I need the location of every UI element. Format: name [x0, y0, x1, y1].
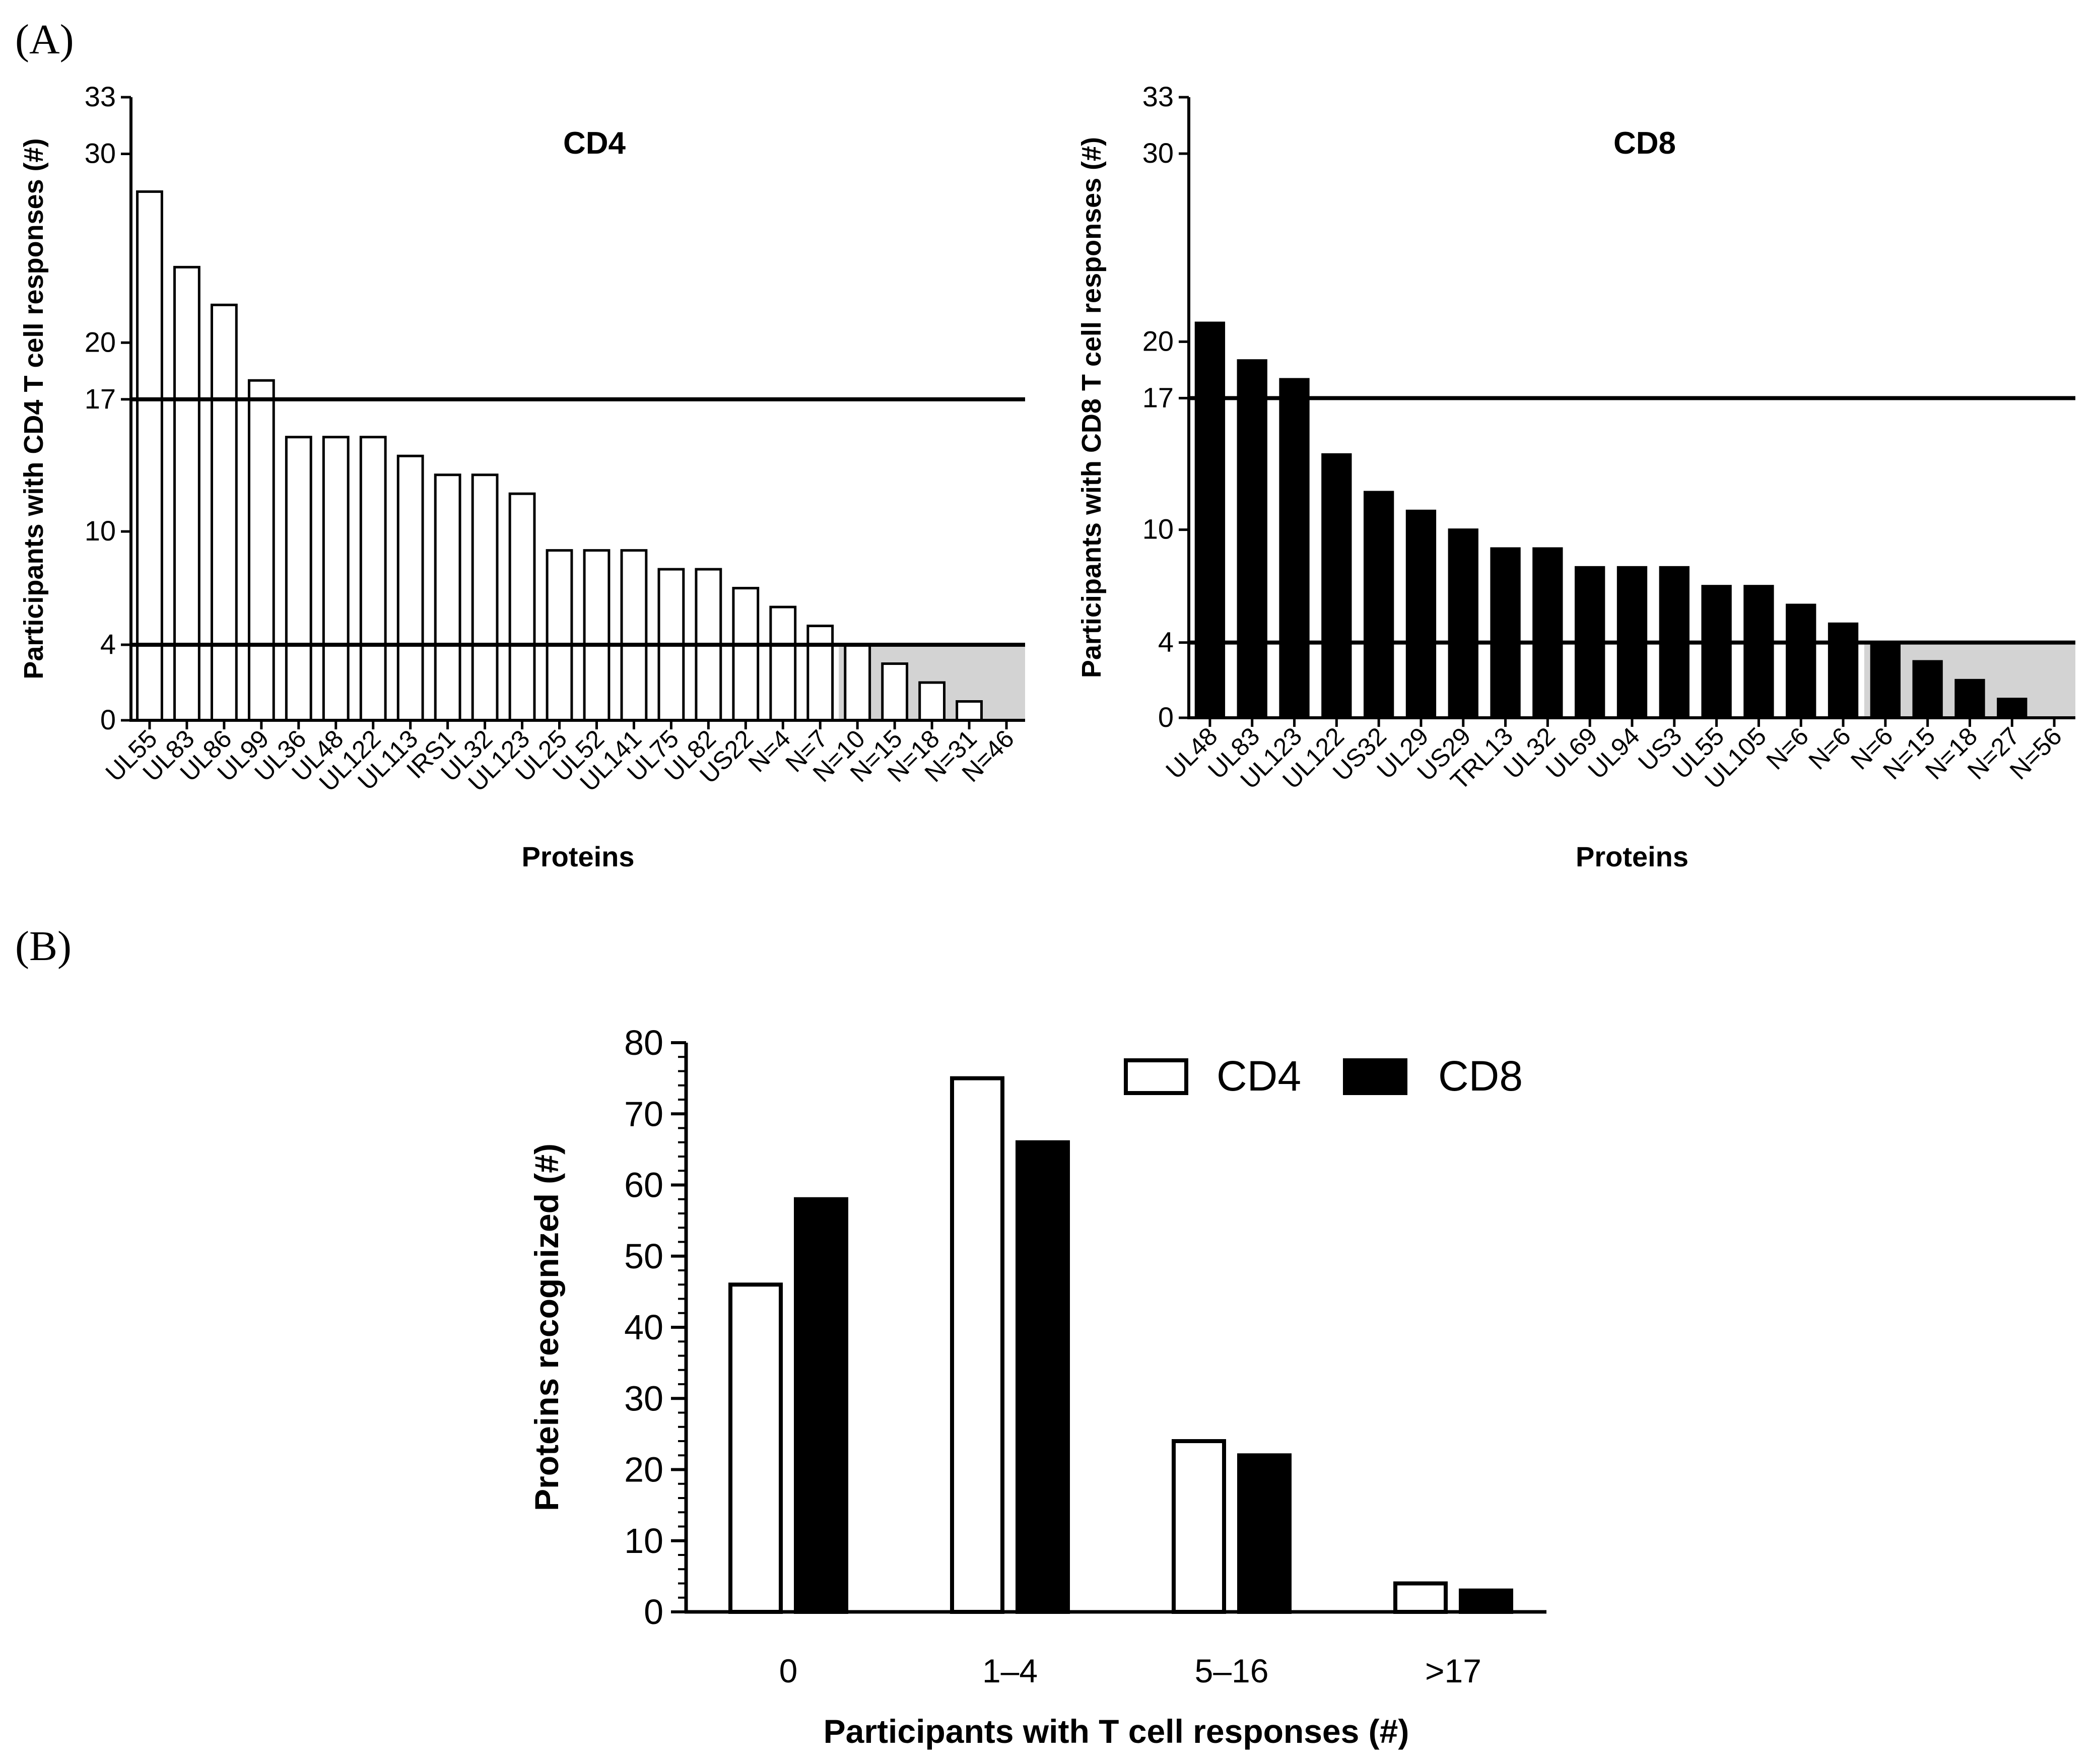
bar-US29: [1448, 528, 1478, 719]
panel-a-label: (A): [15, 16, 74, 63]
bar-CD4-1: [950, 1076, 1004, 1614]
bar-UL48: [322, 436, 350, 722]
panel-b-label: (B): [15, 923, 72, 970]
bar-UL52: [583, 549, 611, 722]
x-tick-label: 5–16: [1195, 1652, 1269, 1689]
y-tick-label: 33: [85, 81, 116, 112]
y-tick-label: 10: [85, 515, 116, 547]
bar-N=10: [844, 643, 871, 722]
bar-UL29: [1405, 509, 1437, 719]
bar-N=4: [769, 605, 797, 722]
y-axis-label: Participants with CD8 T cell responses (…: [1076, 137, 1107, 678]
bar-CD8-0: [794, 1197, 848, 1614]
bar-UL99: [247, 379, 275, 722]
y-tick-label: 0: [644, 1592, 663, 1632]
y-tick-label: 50: [624, 1237, 663, 1276]
bar-CD8-2: [1237, 1453, 1292, 1614]
bar-CD8-1: [1016, 1140, 1070, 1614]
y-tick-label: 33: [1142, 81, 1174, 112]
bar-UL48: [1194, 321, 1226, 719]
chart-title: CD4: [563, 126, 626, 161]
bar-UL123: [1279, 378, 1310, 719]
bar-US22: [732, 587, 760, 722]
y-tick-label: 20: [624, 1450, 663, 1489]
chart-title: CD8: [1613, 126, 1676, 161]
y-tick-label: 20: [1142, 325, 1174, 357]
bar-UL25: [546, 549, 573, 722]
x-axis-label: Proteins: [1576, 841, 1688, 872]
y-tick-label: 40: [624, 1308, 663, 1347]
bar-UL141: [620, 549, 648, 722]
bar-TRL13: [1490, 547, 1521, 719]
bar-UL123: [508, 492, 536, 722]
y-tick-label: 30: [624, 1379, 663, 1418]
y-tick-label: 80: [624, 1023, 663, 1062]
bar-CD4-2: [1172, 1439, 1226, 1614]
bar-CD4-0: [728, 1282, 783, 1614]
y-tick-label: 70: [624, 1094, 663, 1133]
x-axis-label: Proteins: [521, 841, 634, 872]
y-tick-label: 4: [100, 628, 116, 660]
legend-label-cd8: CD8: [1438, 1052, 1523, 1100]
y-tick-label: 17: [85, 383, 116, 415]
x-axis-label: Participants with T cell responses (#): [824, 1713, 1409, 1750]
bar-UL55: [136, 190, 163, 722]
y-tick-label: 20: [85, 326, 116, 358]
y-tick-label: 0: [100, 704, 116, 735]
x-tick-label: 0: [779, 1652, 798, 1689]
bar-UL113: [396, 454, 424, 722]
y-tick-label: 0: [1158, 701, 1174, 733]
y-axis-label: Proteins recognized (#): [528, 1143, 565, 1511]
y-tick-label: 30: [1142, 137, 1174, 169]
bar-IRS1: [434, 473, 461, 722]
y-tick-label: 17: [1142, 381, 1174, 413]
bar-CD8-3: [1459, 1588, 1513, 1614]
bar-US32: [1363, 491, 1394, 719]
x-tick-label: 1–4: [982, 1652, 1038, 1689]
bar-UL83: [1237, 359, 1267, 719]
y-tick-label: 60: [624, 1166, 663, 1205]
y-tick-label: 10: [1142, 513, 1174, 545]
y-tick-label: 4: [1158, 626, 1174, 658]
y-axis-label: Participants with CD4 T cell responses (…: [19, 138, 49, 679]
y-tick-label: 30: [85, 137, 116, 169]
bar-CD4-3: [1393, 1581, 1448, 1614]
legend-label-cd4: CD4: [1217, 1052, 1301, 1100]
y-tick-label: 10: [624, 1521, 663, 1561]
bar-N=27: [1997, 698, 2028, 719]
legend-swatch-cd4: [1124, 1058, 1188, 1095]
bar-UL86: [210, 303, 238, 722]
x-tick-label: >17: [1425, 1652, 1481, 1689]
legend-swatch-cd8: [1343, 1058, 1407, 1095]
bar-N=18: [918, 681, 946, 722]
